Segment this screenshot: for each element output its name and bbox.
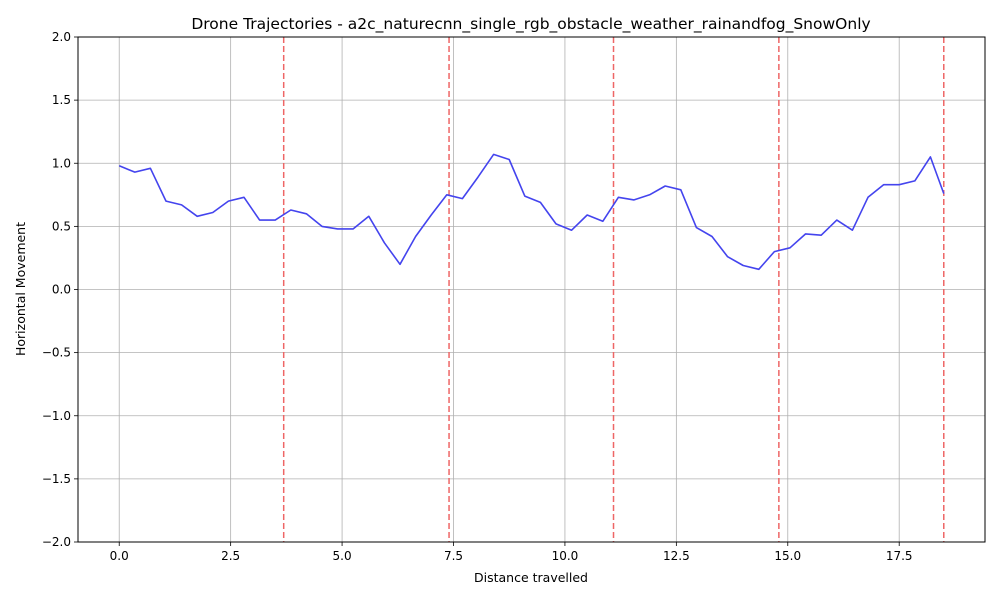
y-tick-label: −1.0 (42, 409, 71, 423)
x-tick-label: 12.5 (663, 549, 690, 563)
trajectory-line (118, 153, 945, 271)
y-tick-label: −2.0 (42, 535, 71, 549)
x-axis-label: Distance travelled (474, 570, 588, 585)
y-tick-label: 1.5 (52, 93, 71, 107)
x-tick-label: 0.0 (110, 549, 129, 563)
chart-title: Drone Trajectories - a2c_naturecnn_singl… (191, 15, 870, 34)
x-tick-label: 17.5 (886, 549, 913, 563)
x-tick-label: 15.0 (774, 549, 801, 563)
y-axis-ticks: 2.0 1.5 1.0 0.5 0.0 −0.5 −1.0 −1.5 −2.0 (42, 30, 78, 549)
phase-markers (282, 37, 945, 542)
y-tick-label: −1.5 (42, 472, 71, 486)
x-tick-label: 7.5 (444, 549, 463, 563)
y-tick-label: 1.0 (52, 156, 71, 170)
x-axis-ticks: 0.0 2.5 5.0 7.5 10.0 12.5 15.0 17.5 (110, 542, 913, 563)
y-tick-label: 2.0 (52, 30, 71, 44)
y-tick-label: 0.5 (52, 219, 71, 233)
y-tick-label: −0.5 (42, 346, 71, 360)
series (118, 153, 945, 271)
x-tick-label: 2.5 (221, 549, 240, 563)
x-tick-label: 5.0 (333, 549, 352, 563)
y-axis-label: Horizontal Movement (13, 222, 28, 356)
x-tick-label: 10.0 (552, 549, 579, 563)
y-tick-label: 0.0 (52, 283, 71, 297)
